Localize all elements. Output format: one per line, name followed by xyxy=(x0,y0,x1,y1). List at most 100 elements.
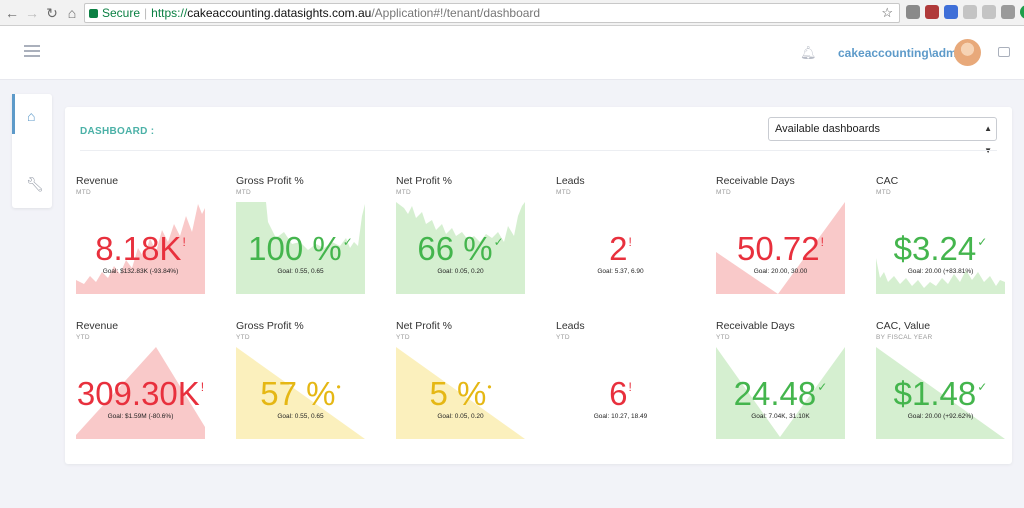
extension-icon[interactable] xyxy=(1001,5,1015,19)
kpi-period: YTD xyxy=(396,334,410,341)
kpi-value-text: 2 xyxy=(609,230,628,267)
kpi-sparkline xyxy=(396,202,525,294)
kpi-goal: Goal: 0.55, 0.65 xyxy=(277,268,324,275)
browser-toolbar: ← → ↻ ⌂ Secure | https://cakeaccounting.da… xyxy=(0,0,1024,26)
kpi-tile[interactable]: Receivable Days MTD 50.72! Goal: 20.00, 30.… xyxy=(716,175,845,309)
kpi-tile[interactable]: Receivable Days YTD 24.48✓ Goal: 7.04K, 31.… xyxy=(716,320,845,454)
kpi-sparkline xyxy=(236,347,365,439)
kpi-value-text: 50.72 xyxy=(737,230,820,267)
kpi-title: Receivable Days xyxy=(716,320,795,332)
url-path: /Application#!/tenant/dashboard xyxy=(371,6,541,20)
kpi-period: YTD xyxy=(76,334,90,341)
kpi-sparkline-area xyxy=(396,202,525,294)
alert-icon: ! xyxy=(200,380,205,394)
kpi-title: Gross Profit % xyxy=(236,320,304,332)
dashboard-select-value: Available dashboards xyxy=(775,123,880,135)
kpi-value: 309.30K! xyxy=(76,369,205,412)
kpi-value: 6! xyxy=(556,369,685,412)
kpi-sparkline-area xyxy=(76,204,205,294)
home-icon: ⌂ xyxy=(27,108,36,124)
kpi-value: $3.24✓ xyxy=(876,224,1005,267)
kpi-tile[interactable]: Net Profit % YTD 5 %• Goal: 0.05, 0.20 xyxy=(396,320,525,454)
username[interactable]: cakeaccounting\admin xyxy=(838,46,968,60)
address-bar[interactable]: Secure | https://cakeaccounting.datasights… xyxy=(84,3,900,23)
extension-icon[interactable] xyxy=(963,5,977,19)
kpi-sparkline xyxy=(716,202,845,294)
kpi-goal: Goal: $132.83K (-93.84%) xyxy=(102,268,179,275)
kpi-tile[interactable]: CAC, Value BY FISCAL YEAR $1.48✓ Goal: 20.0… xyxy=(876,320,1005,454)
kpi-value: 8.18K! xyxy=(76,224,205,267)
kpi-value-text: 6 xyxy=(609,375,628,412)
kpi-period: MTD xyxy=(876,189,891,196)
kpi-title: Leads xyxy=(556,320,585,332)
back-arrow-icon[interactable]: ← xyxy=(5,5,19,21)
kpi-title: Revenue xyxy=(76,175,119,187)
kpi-tile[interactable]: Leads MTD 2! Goal: 5.37, 6.90 xyxy=(556,175,685,309)
kpi-period: YTD xyxy=(236,334,250,341)
extension-icon[interactable] xyxy=(1020,5,1024,19)
kpi-goal: Goal: 5.37, 6.90 xyxy=(597,268,644,275)
kpi-goal: Goal: 0.55, 0.65 xyxy=(277,413,324,420)
lock-icon xyxy=(89,9,98,18)
extension-icon[interactable] xyxy=(906,5,920,19)
kpi-goal: Goal: 0.05, 0.20 xyxy=(437,268,484,275)
divider xyxy=(80,150,997,151)
kpi-value: 57 %• xyxy=(236,369,365,412)
kpi-sparkline-area xyxy=(236,202,365,294)
kpi-sparkline xyxy=(396,347,525,439)
reload-icon[interactable]: ↻ xyxy=(46,5,58,21)
kpi-sparkline-area xyxy=(716,202,845,294)
dot-icon: • xyxy=(487,380,492,394)
kpi-goal: Goal: 0.05, 0.20 xyxy=(437,413,484,420)
check-icon: ✓ xyxy=(342,235,353,249)
browser-home-icon[interactable]: ⌂ xyxy=(67,5,77,21)
dashboard-select[interactable]: Available dashboards ▲▼ xyxy=(768,117,997,155)
extension-icon[interactable] xyxy=(944,5,958,19)
kpi-sparkline xyxy=(716,347,845,439)
kpi-goal: Goal: 7.04K, 31.10K xyxy=(751,413,810,420)
forward-arrow-icon[interactable]: → xyxy=(25,5,39,21)
rail-item-home[interactable]: ⌂ xyxy=(12,94,52,134)
kpi-goal: Goal: 20.00 (+92.62%) xyxy=(907,413,974,420)
bell-icon[interactable]: 🔔︎ xyxy=(800,45,817,60)
dot-icon: • xyxy=(336,380,341,394)
kpi-title: Gross Profit % xyxy=(236,175,304,187)
page-title-suffix: : xyxy=(150,126,155,137)
kpi-tile[interactable]: Revenue YTD 309.30K! Goal: $1.59M (-80.6%) xyxy=(76,320,205,454)
kpi-period: YTD xyxy=(716,334,730,341)
kpi-value: $1.48✓ xyxy=(876,369,1005,412)
kpi-goal: Goal: 20.00, 30.00 xyxy=(753,268,808,275)
kpi-period: BY FISCAL YEAR xyxy=(876,334,933,341)
kpi-value-text: $1.48 xyxy=(893,375,977,412)
kpi-value-text: 8.18K xyxy=(95,230,182,267)
kpi-tile[interactable]: Net Profit % MTD 66 %✓ Goal: 0.05, 0.20 xyxy=(396,175,525,309)
extension-icon[interactable] xyxy=(982,5,996,19)
alert-icon: ! xyxy=(820,235,824,249)
kpi-period: MTD xyxy=(716,189,731,196)
app-header: 🔔︎ cakeaccounting\admin xyxy=(0,26,1024,80)
kpi-sparkline-area xyxy=(876,347,1005,439)
kpi-tile[interactable]: Gross Profit % MTD 100 %✓ Goal: 0.55, 0.65 xyxy=(236,175,365,309)
kpi-tile[interactable]: Leads YTD 6! Goal: 10.27, 18.49 xyxy=(556,320,685,454)
kpi-period: MTD xyxy=(76,189,91,196)
kpi-tile[interactable]: Revenue MTD 8.18K! Goal: $132.83K (-93.84%) xyxy=(76,175,205,309)
menu-icon[interactable] xyxy=(24,45,40,57)
kpi-sparkline xyxy=(876,347,1005,439)
wrench-icon[interactable]: 🔧︎ xyxy=(26,176,44,192)
address-separator: | xyxy=(144,6,148,20)
kpi-tile[interactable]: CAC MTD $3.24✓ Goal: 20.00 (+83.81%) xyxy=(876,175,1005,309)
kpi-value: 5 %• xyxy=(396,369,525,412)
kpi-title: Revenue xyxy=(76,320,119,332)
page-title-text: DASHBOARD xyxy=(80,126,148,137)
kpi-period: YTD xyxy=(556,334,570,341)
avatar[interactable] xyxy=(954,39,981,66)
check-icon: ✓ xyxy=(493,235,504,249)
chat-icon[interactable] xyxy=(998,47,1010,57)
kpi-period: MTD xyxy=(556,189,571,196)
kpi-sparkline xyxy=(76,347,205,439)
extension-icon[interactable] xyxy=(925,5,939,19)
bookmark-star-icon[interactable]: ☆ xyxy=(881,5,893,20)
kpi-title: Net Profit % xyxy=(396,175,453,187)
kpi-tile[interactable]: Gross Profit % YTD 57 %• Goal: 0.55, 0.65 xyxy=(236,320,365,454)
kpi-title: CAC xyxy=(876,175,899,187)
